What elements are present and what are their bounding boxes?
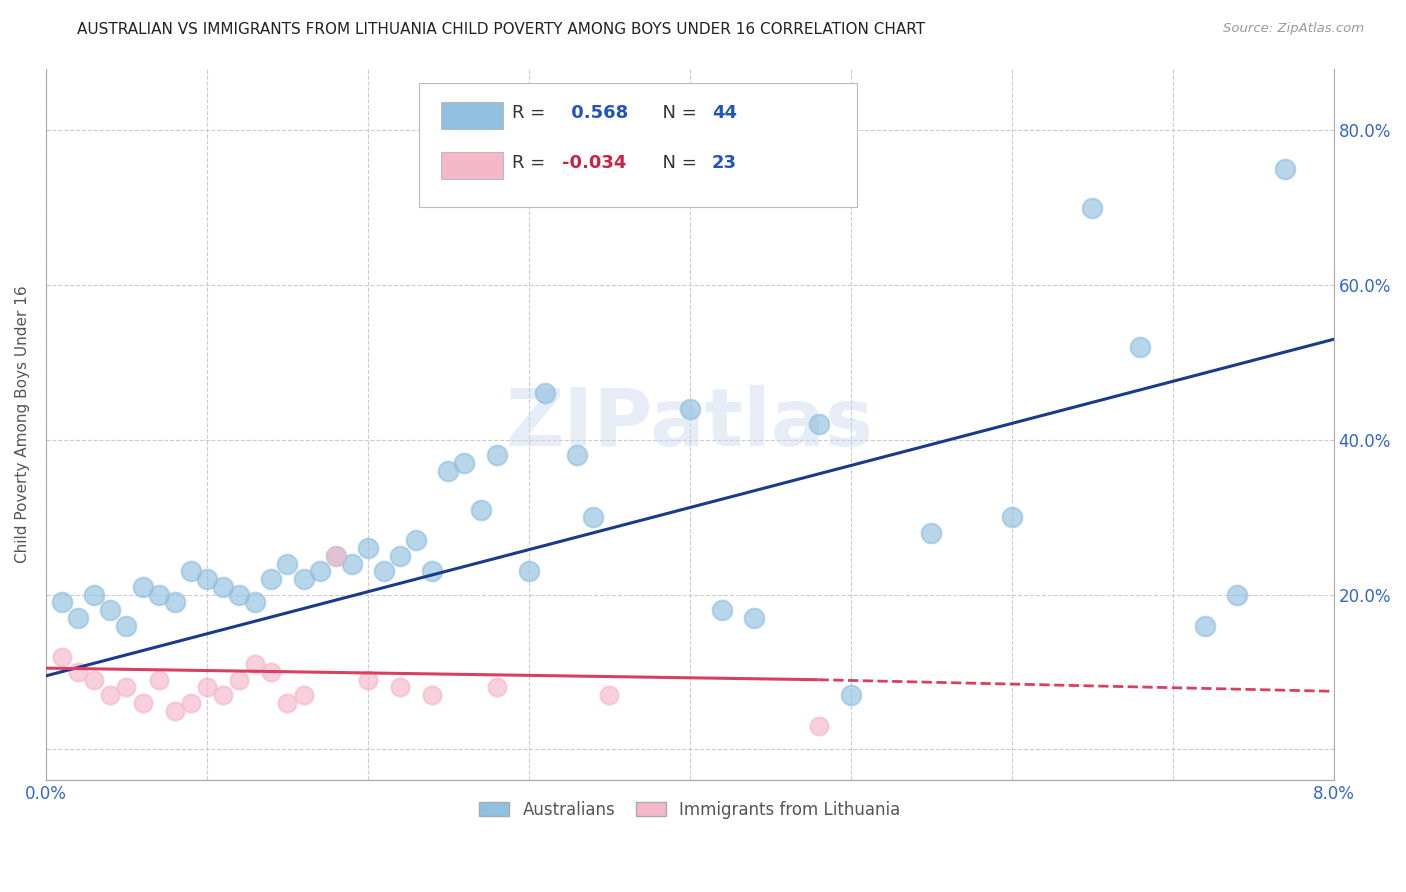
- Text: N =: N =: [651, 154, 703, 172]
- Point: [276, 696, 298, 710]
- Point: [260, 665, 283, 679]
- Bar: [441, 152, 503, 178]
- Point: [131, 696, 153, 710]
- Point: [1194, 618, 1216, 632]
- Point: [148, 673, 170, 687]
- Point: [131, 580, 153, 594]
- Point: [420, 565, 443, 579]
- Point: [195, 572, 218, 586]
- Point: [389, 549, 412, 563]
- Point: [292, 688, 315, 702]
- Point: [470, 502, 492, 516]
- Point: [260, 572, 283, 586]
- Text: 0.568: 0.568: [565, 104, 628, 122]
- Point: [1001, 510, 1024, 524]
- Point: [67, 611, 90, 625]
- Text: 23: 23: [711, 154, 737, 172]
- Point: [453, 456, 475, 470]
- Point: [67, 665, 90, 679]
- Text: R =: R =: [512, 154, 551, 172]
- Point: [742, 611, 765, 625]
- Point: [180, 565, 202, 579]
- Point: [245, 657, 267, 672]
- Point: [582, 510, 605, 524]
- Point: [1274, 162, 1296, 177]
- Text: 44: 44: [711, 104, 737, 122]
- Point: [83, 673, 105, 687]
- Point: [98, 603, 121, 617]
- Point: [405, 533, 427, 548]
- Point: [308, 565, 330, 579]
- Point: [212, 580, 235, 594]
- Point: [534, 386, 557, 401]
- Point: [1081, 201, 1104, 215]
- Point: [1129, 340, 1152, 354]
- Point: [180, 696, 202, 710]
- Point: [228, 588, 250, 602]
- Point: [325, 549, 347, 563]
- Text: R =: R =: [512, 104, 551, 122]
- Point: [228, 673, 250, 687]
- Y-axis label: Child Poverty Among Boys Under 16: Child Poverty Among Boys Under 16: [15, 285, 30, 563]
- Point: [163, 595, 186, 609]
- Point: [517, 565, 540, 579]
- Point: [340, 557, 363, 571]
- Point: [292, 572, 315, 586]
- Point: [807, 719, 830, 733]
- Point: [325, 549, 347, 563]
- Text: AUSTRALIAN VS IMMIGRANTS FROM LITHUANIA CHILD POVERTY AMONG BOYS UNDER 16 CORREL: AUSTRALIAN VS IMMIGRANTS FROM LITHUANIA …: [77, 22, 925, 37]
- Point: [598, 688, 620, 702]
- Point: [148, 588, 170, 602]
- Point: [245, 595, 267, 609]
- Point: [1226, 588, 1249, 602]
- Text: -0.034: -0.034: [562, 154, 627, 172]
- Point: [839, 688, 862, 702]
- Text: ZIPatlas: ZIPatlas: [506, 385, 875, 464]
- Point: [679, 401, 702, 416]
- Point: [276, 557, 298, 571]
- Point: [807, 417, 830, 432]
- Point: [485, 681, 508, 695]
- Point: [357, 673, 380, 687]
- Point: [195, 681, 218, 695]
- Point: [485, 448, 508, 462]
- Point: [437, 464, 460, 478]
- Legend: Australians, Immigrants from Lithuania: Australians, Immigrants from Lithuania: [472, 794, 907, 825]
- Bar: [441, 102, 503, 129]
- Point: [212, 688, 235, 702]
- Point: [357, 541, 380, 556]
- FancyBboxPatch shape: [419, 83, 858, 207]
- Point: [920, 525, 942, 540]
- Text: Source: ZipAtlas.com: Source: ZipAtlas.com: [1223, 22, 1364, 36]
- Point: [163, 704, 186, 718]
- Point: [565, 448, 588, 462]
- Point: [98, 688, 121, 702]
- Text: N =: N =: [651, 104, 703, 122]
- Point: [373, 565, 395, 579]
- Point: [115, 681, 138, 695]
- Point: [115, 618, 138, 632]
- Point: [711, 603, 734, 617]
- Point: [83, 588, 105, 602]
- Point: [420, 688, 443, 702]
- Point: [389, 681, 412, 695]
- Point: [51, 649, 73, 664]
- Point: [51, 595, 73, 609]
